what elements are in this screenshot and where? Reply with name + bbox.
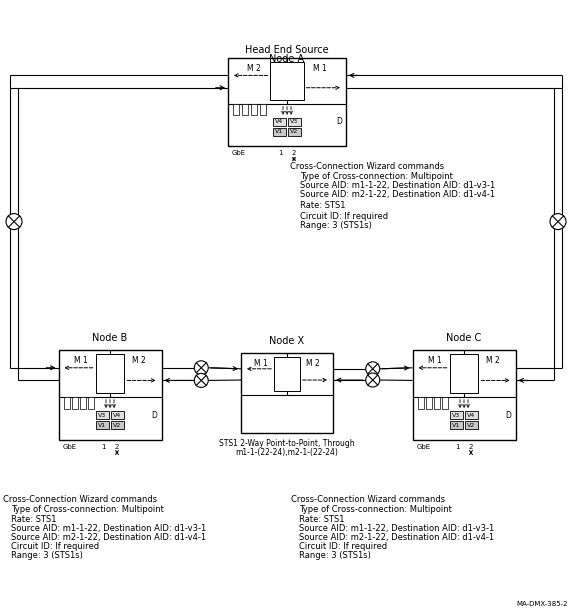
Bar xyxy=(273,118,286,126)
Text: V3: V3 xyxy=(98,412,106,418)
Bar xyxy=(228,58,346,146)
Text: 1: 1 xyxy=(101,444,105,450)
Text: Circuit ID: If required: Circuit ID: If required xyxy=(300,212,388,221)
Bar xyxy=(233,104,239,115)
Text: M 1: M 1 xyxy=(428,356,442,365)
Bar xyxy=(426,397,431,409)
Text: Type of Cross-connection: Multipoint: Type of Cross-connection: Multipoint xyxy=(299,505,452,514)
Bar xyxy=(58,350,161,440)
Text: V1: V1 xyxy=(98,423,106,428)
Bar xyxy=(273,128,286,136)
Text: D: D xyxy=(336,117,342,126)
Text: 2: 2 xyxy=(469,444,473,450)
Bar xyxy=(96,411,109,419)
Text: V4: V4 xyxy=(113,412,122,418)
Text: V2: V2 xyxy=(291,130,299,134)
Text: 2: 2 xyxy=(292,150,296,156)
Bar xyxy=(450,421,463,429)
Text: Source AID: m2-1-22, Destination AID: d1-v4-1: Source AID: m2-1-22, Destination AID: d1… xyxy=(299,533,494,542)
Bar xyxy=(434,397,439,409)
Text: Head End Source: Head End Source xyxy=(245,45,329,55)
Text: Circuit ID: If required: Circuit ID: If required xyxy=(299,542,387,551)
Text: Rate: STS1: Rate: STS1 xyxy=(300,201,345,210)
Bar xyxy=(450,354,478,393)
Text: M 2: M 2 xyxy=(486,356,500,365)
Bar xyxy=(412,350,515,440)
Text: Circuit ID: If required: Circuit ID: If required xyxy=(11,542,99,551)
Circle shape xyxy=(366,373,380,387)
Text: Node B: Node B xyxy=(92,333,128,343)
Text: 2: 2 xyxy=(115,444,119,450)
Circle shape xyxy=(366,362,380,376)
Text: V2: V2 xyxy=(467,423,476,428)
Text: V1: V1 xyxy=(276,130,284,134)
Text: V4: V4 xyxy=(467,412,476,418)
Text: M 2: M 2 xyxy=(247,64,261,73)
Text: Type of Cross-connection: Multipoint: Type of Cross-connection: Multipoint xyxy=(11,505,164,514)
Bar xyxy=(72,397,77,409)
Text: M 1: M 1 xyxy=(74,356,88,365)
Text: STS1 2-Way Point-to-Point, Through: STS1 2-Way Point-to-Point, Through xyxy=(219,439,355,448)
Text: V2: V2 xyxy=(113,423,122,428)
Text: GbE: GbE xyxy=(62,444,77,450)
Text: M 2: M 2 xyxy=(132,356,146,365)
Text: Cross-Connection Wizard commands: Cross-Connection Wizard commands xyxy=(290,162,444,171)
Text: GbE: GbE xyxy=(232,150,246,156)
Bar xyxy=(418,397,423,409)
Text: Rate: STS1: Rate: STS1 xyxy=(11,515,57,524)
Text: Range: 3 (STS1s): Range: 3 (STS1s) xyxy=(299,551,371,560)
Text: D: D xyxy=(506,411,511,420)
Bar xyxy=(260,104,266,115)
Bar xyxy=(442,397,447,409)
Bar xyxy=(63,397,70,409)
Text: 1: 1 xyxy=(278,150,282,156)
Text: Node X: Node X xyxy=(269,336,304,346)
Bar xyxy=(288,128,301,136)
Bar xyxy=(241,353,333,433)
Bar xyxy=(242,104,248,115)
Text: Source AID: m1-1-22, Destination AID: d1-v3-1: Source AID: m1-1-22, Destination AID: d1… xyxy=(11,524,206,533)
Bar xyxy=(274,357,300,390)
Text: M 2: M 2 xyxy=(306,359,320,368)
Text: m1-1-(22-24),m2-1-(22-24): m1-1-(22-24),m2-1-(22-24) xyxy=(236,448,339,457)
Text: M 1: M 1 xyxy=(255,359,268,368)
Text: Source AID: m2-1-22, Destination AID: d1-v4-1: Source AID: m2-1-22, Destination AID: d1… xyxy=(11,533,206,542)
Circle shape xyxy=(194,360,208,375)
Text: Source AID: m2-1-22, Destination AID: d1-v4-1: Source AID: m2-1-22, Destination AID: d1… xyxy=(300,190,495,199)
Text: Cross-Connection Wizard commands: Cross-Connection Wizard commands xyxy=(291,495,445,504)
Bar xyxy=(450,411,463,419)
Text: Node C: Node C xyxy=(446,333,482,343)
Text: Range: 3 (STS1s): Range: 3 (STS1s) xyxy=(300,221,372,230)
Text: Type of Cross-connection: Multipoint: Type of Cross-connection: Multipoint xyxy=(300,172,453,181)
Bar xyxy=(251,104,257,115)
Bar xyxy=(96,421,109,429)
Text: Source AID: m1-1-22, Destination AID: d1-v3-1: Source AID: m1-1-22, Destination AID: d1… xyxy=(300,181,495,190)
Bar xyxy=(96,354,125,393)
Text: Cross-Connection Wizard commands: Cross-Connection Wizard commands xyxy=(3,495,157,504)
Text: M 1: M 1 xyxy=(313,64,327,73)
Bar xyxy=(465,421,478,429)
Bar xyxy=(271,62,304,100)
Text: Rate: STS1: Rate: STS1 xyxy=(299,515,344,524)
Text: 1: 1 xyxy=(455,444,459,450)
Text: GbE: GbE xyxy=(416,444,431,450)
Bar xyxy=(288,118,301,126)
Text: V1: V1 xyxy=(452,423,460,428)
Text: V4: V4 xyxy=(275,119,284,125)
Bar xyxy=(111,421,124,429)
Circle shape xyxy=(194,373,208,387)
Text: Source AID: m1-1-22, Destination AID: d1-v3-1: Source AID: m1-1-22, Destination AID: d1… xyxy=(299,524,494,533)
Bar xyxy=(88,397,93,409)
Bar xyxy=(80,397,85,409)
Text: V3: V3 xyxy=(291,119,299,125)
Text: Range: 3 (STS1s): Range: 3 (STS1s) xyxy=(11,551,83,560)
Circle shape xyxy=(6,214,22,230)
Text: Node A: Node A xyxy=(269,54,304,64)
Text: D: D xyxy=(152,411,157,420)
Text: MA-DMX-385-2: MA-DMX-385-2 xyxy=(517,601,568,607)
Bar xyxy=(111,411,124,419)
Circle shape xyxy=(550,214,566,230)
Bar xyxy=(465,411,478,419)
Text: V3: V3 xyxy=(452,412,460,418)
